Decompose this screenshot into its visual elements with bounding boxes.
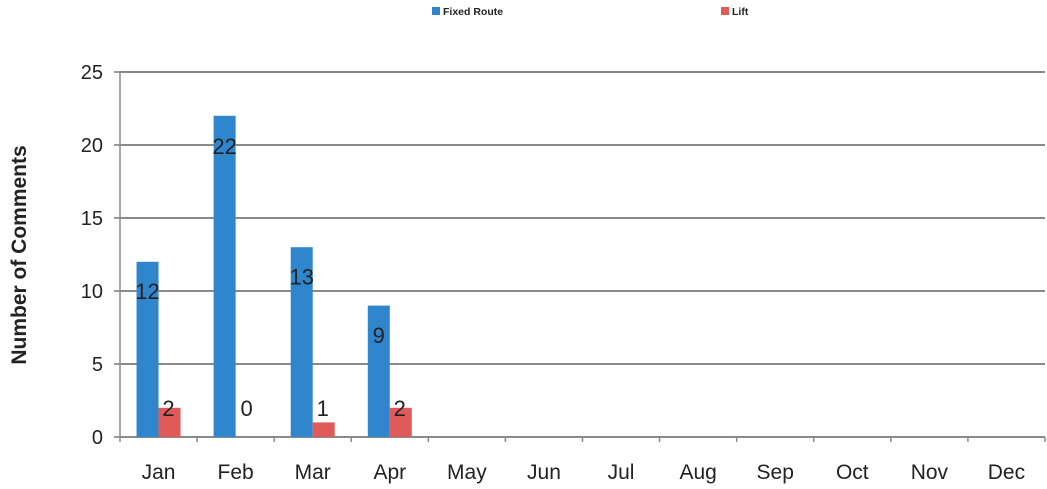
data-label: 12 xyxy=(135,279,159,304)
legend-swatch xyxy=(432,7,440,15)
y-tick-label: 20 xyxy=(81,135,103,157)
bar-fixed-route xyxy=(290,247,313,437)
x-tick-label: Jul xyxy=(608,461,635,484)
x-tick-label: May xyxy=(447,461,487,484)
x-tick-label: Apr xyxy=(373,461,406,484)
y-tick-label: 5 xyxy=(92,354,103,376)
data-label: 2 xyxy=(162,396,174,421)
x-tick-label: Sep xyxy=(757,461,794,484)
gridlines xyxy=(120,71,1045,365)
data-label: 22 xyxy=(212,134,236,159)
x-tick-label: Oct xyxy=(836,461,869,484)
bar-lift xyxy=(389,407,412,437)
bar-fixed-route xyxy=(213,115,236,438)
y-tick-label: 25 xyxy=(81,62,103,84)
bar-lift xyxy=(312,422,335,437)
legend: Fixed Route Lift xyxy=(432,6,749,18)
x-tick-label: Dec xyxy=(988,461,1025,484)
data-label: 9 xyxy=(373,323,385,348)
y-tick-label: 15 xyxy=(81,208,103,230)
y-tick-label: 0 xyxy=(92,427,103,449)
data-label: 0 xyxy=(241,396,253,421)
data-label: 1 xyxy=(317,396,329,421)
bar-fixed-route xyxy=(136,261,159,437)
x-tick-label: Aug xyxy=(679,461,716,484)
x-tick-label: Feb xyxy=(218,461,254,484)
bar-lift xyxy=(158,407,181,437)
legend-swatch xyxy=(721,7,729,15)
legend-label: Fixed Route xyxy=(443,6,503,18)
x-tick-label: Jan xyxy=(142,461,176,484)
y-axis-title: Number of Comments xyxy=(8,145,31,364)
x-tick-label: Jun xyxy=(527,461,561,484)
bars xyxy=(136,115,412,438)
y-tick-label: 10 xyxy=(81,281,103,303)
data-label: 13 xyxy=(289,264,313,289)
data-label: 2 xyxy=(394,396,406,421)
legend-label: Lift xyxy=(732,6,749,18)
bar-fixed-route xyxy=(367,305,390,437)
x-tick-label: Nov xyxy=(911,461,949,484)
x-tick-label: Mar xyxy=(295,461,331,484)
